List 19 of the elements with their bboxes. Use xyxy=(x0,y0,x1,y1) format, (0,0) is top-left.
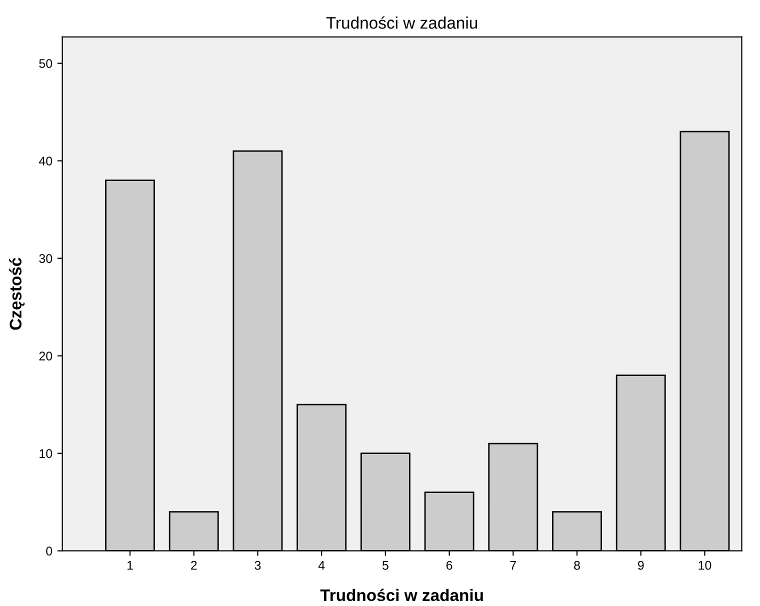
y-tick-label: 30 xyxy=(39,254,52,263)
x-tick-label: 6 xyxy=(446,560,452,570)
x-tick-label: 1 xyxy=(127,561,133,570)
x-tick-label: 5 xyxy=(382,561,388,570)
y-axis-title: Częstość xyxy=(9,258,25,330)
x-tick-label: 9 xyxy=(638,560,644,570)
x-tick-label: 7 xyxy=(510,561,516,570)
x-tick-label: 8 xyxy=(574,560,580,570)
y-tick-label: 10 xyxy=(40,449,52,458)
x-tick-label: 10 xyxy=(698,560,712,570)
x-axis-title: Trudności w zadaniu xyxy=(320,588,483,602)
y-tick-label: 0 xyxy=(46,546,52,556)
x-tick-label: 2 xyxy=(191,560,197,570)
y-tick-label: 50 xyxy=(39,59,52,68)
chart-title: Trudności w zadaniu xyxy=(326,16,478,29)
x-tick-label: 3 xyxy=(254,560,261,570)
y-tick-label: 40 xyxy=(38,156,52,166)
x-tick-label: 4 xyxy=(318,561,325,570)
y-tick-label: 20 xyxy=(39,352,52,360)
